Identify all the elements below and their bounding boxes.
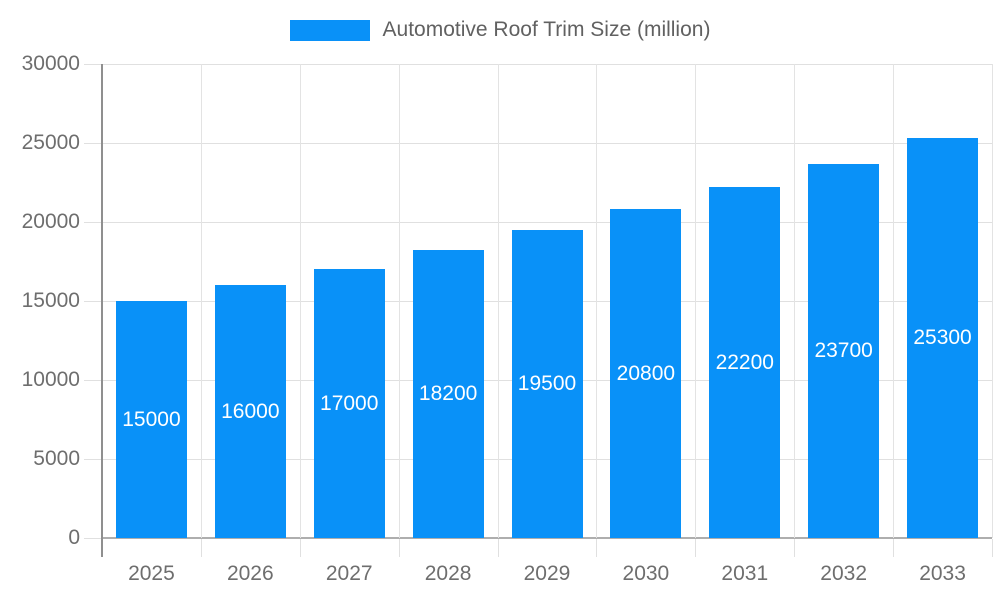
x-axis-tick-label: 2027	[325, 562, 373, 585]
y-tick	[84, 459, 102, 460]
bar-value-label: 23700	[814, 338, 873, 362]
bar-2028[interactable]: 18200	[412, 250, 484, 538]
y-tick	[84, 538, 102, 539]
v-gridline	[596, 64, 598, 538]
x-tick	[695, 539, 697, 557]
x-axis-tick-label: 2026	[226, 562, 274, 585]
y-axis-tick-label: 25000	[21, 131, 80, 154]
bar-2031[interactable]: 22200	[709, 187, 781, 538]
y-tick	[84, 143, 102, 144]
bar-value-label: 20800	[616, 361, 676, 385]
bar-value-label: 25300	[913, 326, 972, 350]
y-axis-tick-label: 30000	[21, 52, 80, 75]
bar-2030[interactable]: 20800	[610, 209, 682, 538]
bar-2026[interactable]: 16000	[214, 285, 286, 538]
h-gridline	[102, 64, 992, 65]
y-axis-tick-label: 20000	[21, 210, 80, 233]
bar-value-label: 16000	[221, 399, 280, 423]
v-gridline	[992, 64, 993, 538]
y-tick	[84, 222, 102, 223]
y-axis-line	[101, 64, 103, 557]
y-axis-tick-label: 0	[68, 526, 80, 549]
v-gridline	[398, 64, 400, 538]
x-tick	[596, 539, 598, 557]
legend-label: Automotive Roof Trim Size (million)	[382, 18, 711, 41]
x-axis-tick-label: 2031	[721, 562, 769, 585]
y-axis-tick-label: 15000	[21, 289, 80, 312]
y-axis-tick-label: 5000	[33, 447, 80, 470]
h-gridline	[102, 222, 992, 223]
v-gridline	[794, 64, 796, 538]
x-axis-line	[102, 537, 992, 539]
legend-swatch	[289, 19, 370, 41]
bar-2029[interactable]: 19500	[511, 229, 583, 538]
x-tick	[398, 539, 400, 557]
x-axis-tick-label: 2033	[919, 562, 966, 585]
h-gridline	[102, 143, 992, 144]
v-gridline	[299, 64, 301, 538]
bar-2032[interactable]: 23700	[808, 163, 880, 538]
v-gridline	[200, 64, 202, 538]
bar-value-label: 19500	[517, 371, 577, 395]
bar-2027[interactable]: 17000	[313, 269, 385, 538]
y-tick	[84, 380, 102, 381]
v-gridline	[497, 64, 499, 538]
x-tick	[794, 539, 796, 557]
bar-value-label: 15000	[122, 407, 181, 431]
bar-value-label: 18200	[418, 382, 478, 406]
y-tick	[84, 64, 102, 65]
x-tick	[497, 539, 499, 557]
x-tick	[893, 539, 895, 557]
v-gridline	[695, 64, 697, 538]
x-axis-tick-label: 2030	[622, 562, 670, 585]
legend[interactable]: Automotive Roof Trim Size (million)	[0, 18, 1000, 42]
bar-2033[interactable]: 25300	[907, 138, 979, 538]
bar-value-label: 22200	[715, 350, 774, 374]
bar-value-label: 17000	[320, 391, 379, 415]
y-axis-tick-label: 10000	[21, 368, 80, 391]
x-axis-tick-label: 2032	[820, 562, 868, 585]
x-tick	[299, 539, 301, 557]
y-tick	[84, 301, 102, 302]
bar-2025[interactable]: 15000	[115, 301, 187, 538]
x-axis-tick-label: 2029	[523, 562, 571, 585]
x-axis-tick-label: 2025	[128, 562, 175, 585]
x-tick	[992, 539, 993, 557]
x-axis-tick-label: 2028	[424, 562, 472, 585]
v-gridline	[893, 64, 895, 538]
x-tick	[200, 539, 202, 557]
